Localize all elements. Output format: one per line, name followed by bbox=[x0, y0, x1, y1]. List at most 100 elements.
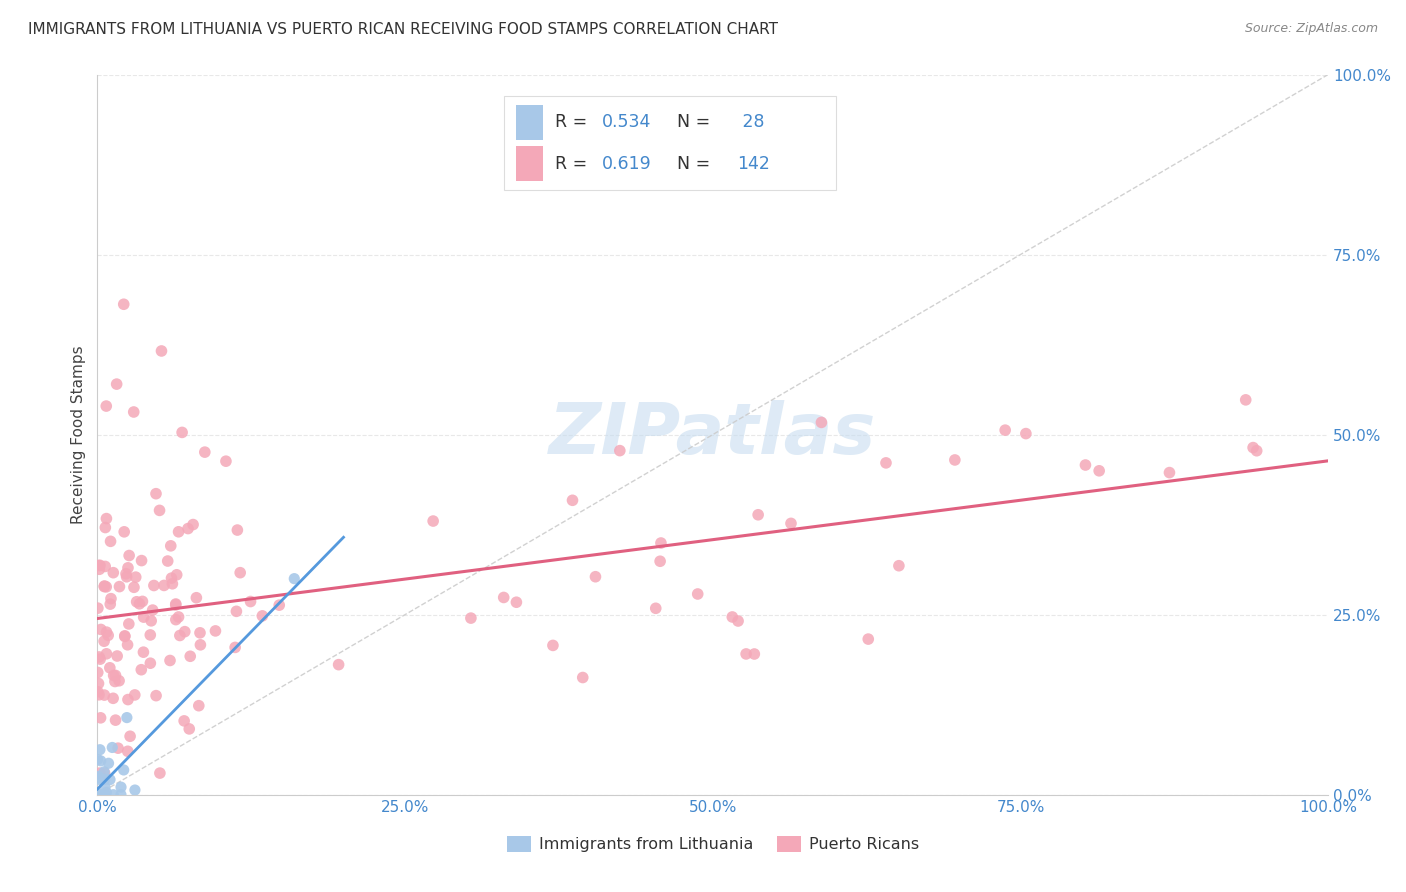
Point bbox=[644, 601, 666, 615]
Point bbox=[165, 598, 187, 612]
Point bbox=[117, 692, 139, 706]
Point bbox=[269, 598, 291, 612]
Bar bbox=[516, 146, 543, 181]
Point bbox=[177, 522, 200, 536]
Point bbox=[122, 405, 145, 419]
Point bbox=[141, 614, 163, 628]
Point bbox=[87, 676, 110, 690]
Point bbox=[86, 752, 108, 766]
Point bbox=[112, 763, 135, 777]
Point bbox=[1159, 466, 1181, 480]
Point bbox=[94, 780, 117, 795]
Point bbox=[650, 536, 672, 550]
Point bbox=[215, 454, 238, 468]
Point bbox=[115, 566, 138, 581]
Point bbox=[114, 630, 136, 644]
Point bbox=[87, 558, 110, 573]
Point bbox=[167, 524, 190, 539]
Point bbox=[93, 688, 115, 702]
Point bbox=[1074, 458, 1097, 472]
Point bbox=[103, 566, 125, 580]
Point bbox=[810, 416, 832, 430]
Point bbox=[96, 647, 118, 661]
Point bbox=[139, 657, 162, 671]
Point bbox=[125, 595, 148, 609]
Point bbox=[252, 608, 274, 623]
Point bbox=[87, 771, 110, 785]
Point bbox=[943, 453, 966, 467]
Y-axis label: Receiving Food Stamps: Receiving Food Stamps bbox=[72, 345, 86, 524]
Point bbox=[87, 688, 110, 702]
Point bbox=[97, 628, 120, 642]
Point bbox=[648, 554, 671, 568]
Point bbox=[104, 668, 127, 682]
Point bbox=[541, 639, 564, 653]
Point bbox=[90, 623, 112, 637]
Point bbox=[145, 689, 167, 703]
Point bbox=[110, 788, 132, 802]
Point bbox=[225, 604, 247, 618]
Point bbox=[103, 668, 125, 682]
Point bbox=[103, 788, 125, 802]
Point bbox=[90, 754, 112, 768]
Point bbox=[89, 652, 111, 666]
Legend: Immigrants from Lithuania, Puerto Ricans: Immigrants from Lithuania, Puerto Ricans bbox=[501, 830, 925, 859]
Point bbox=[89, 742, 111, 756]
Point bbox=[1015, 426, 1038, 441]
Point bbox=[142, 578, 165, 592]
Point bbox=[283, 572, 305, 586]
Point bbox=[117, 744, 139, 758]
Point bbox=[112, 524, 135, 539]
Text: 28: 28 bbox=[737, 113, 765, 131]
Text: R =: R = bbox=[555, 154, 593, 172]
Point bbox=[145, 486, 167, 500]
Point bbox=[132, 610, 155, 624]
Point bbox=[96, 625, 118, 640]
Point bbox=[187, 698, 209, 713]
Text: N =: N = bbox=[666, 154, 716, 172]
Point bbox=[93, 579, 115, 593]
Point bbox=[98, 661, 121, 675]
Point bbox=[114, 629, 136, 643]
Point bbox=[131, 553, 153, 567]
Point bbox=[112, 297, 135, 311]
Point bbox=[129, 663, 152, 677]
Point bbox=[994, 423, 1017, 437]
Point bbox=[125, 570, 148, 584]
Point bbox=[328, 657, 350, 672]
Point bbox=[93, 634, 115, 648]
Point bbox=[162, 576, 184, 591]
Point bbox=[1246, 443, 1268, 458]
Point bbox=[115, 570, 138, 584]
Point bbox=[150, 343, 173, 358]
Point bbox=[179, 649, 201, 664]
Point bbox=[93, 772, 115, 787]
Point bbox=[87, 769, 110, 783]
Point bbox=[153, 578, 176, 592]
Point bbox=[101, 691, 124, 706]
Point bbox=[159, 653, 181, 667]
FancyBboxPatch shape bbox=[503, 96, 835, 190]
Point bbox=[89, 558, 111, 573]
Point bbox=[89, 649, 111, 664]
Point bbox=[169, 628, 191, 642]
Point bbox=[91, 788, 114, 802]
Point bbox=[124, 783, 146, 797]
Point bbox=[101, 740, 124, 755]
Point bbox=[747, 508, 769, 522]
Point bbox=[118, 549, 141, 563]
Point bbox=[165, 597, 187, 611]
Point bbox=[156, 554, 179, 568]
Point bbox=[122, 580, 145, 594]
Point bbox=[131, 594, 153, 608]
Point bbox=[96, 580, 118, 594]
Point bbox=[239, 594, 262, 608]
Point bbox=[165, 613, 187, 627]
Text: IMMIGRANTS FROM LITHUANIA VS PUERTO RICAN RECEIVING FOOD STAMPS CORRELATION CHAR: IMMIGRANTS FROM LITHUANIA VS PUERTO RICA… bbox=[28, 22, 778, 37]
Text: R =: R = bbox=[555, 113, 593, 131]
Text: Source: ZipAtlas.com: Source: ZipAtlas.com bbox=[1244, 22, 1378, 36]
Point bbox=[105, 648, 128, 663]
Point bbox=[1234, 392, 1257, 407]
Point bbox=[89, 766, 111, 780]
Point bbox=[132, 645, 155, 659]
